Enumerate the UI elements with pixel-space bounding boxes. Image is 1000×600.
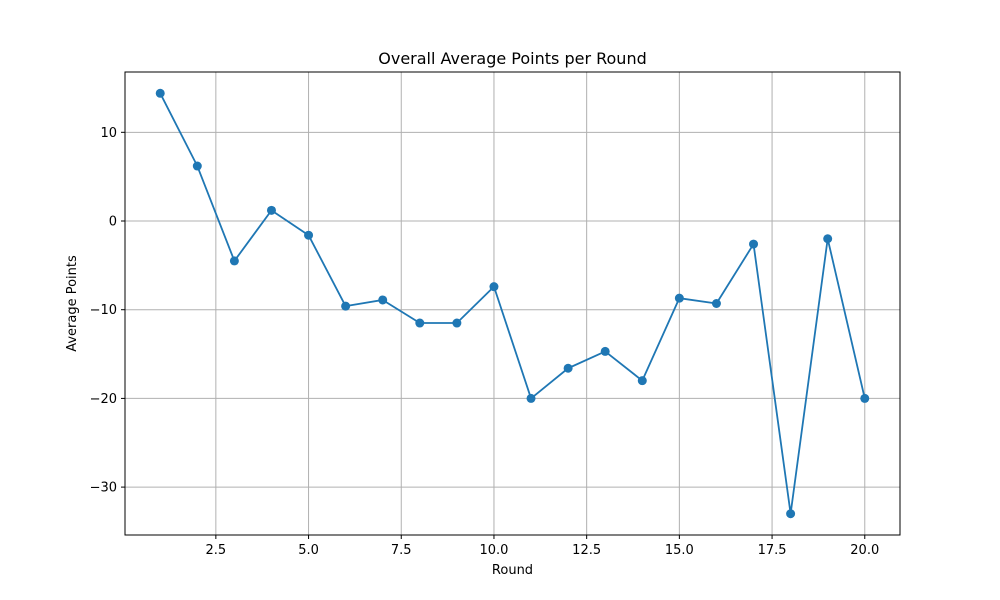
y-axis-title: Average Points [65, 255, 80, 352]
data-point [786, 509, 796, 519]
data-point [489, 282, 499, 292]
y-tick-label: 10 [100, 126, 117, 141]
grid [125, 72, 900, 535]
data-point [526, 393, 536, 403]
y-tick-label: 0 [109, 215, 117, 230]
chart-title: Overall Average Points per Round [378, 49, 647, 68]
x-tick-label: 5.0 [298, 543, 319, 558]
data-point [860, 393, 870, 403]
data-point [637, 376, 647, 386]
x-tick-label: 7.5 [391, 543, 412, 558]
x-axis-title: Round [492, 563, 533, 578]
series-layer [155, 88, 870, 519]
data-point [415, 318, 425, 328]
data-point [378, 295, 388, 305]
data-point [674, 293, 684, 303]
data-point [823, 234, 833, 244]
ticks: 2.5 5.0 7.5 10.0 12.5 15.0 17.5 20.0 −30 −20 −10 0 1… [90, 126, 880, 558]
x-tick-label: 10.0 [479, 543, 508, 558]
x-tick-label: 12.5 [572, 543, 601, 558]
x-tick-label: 2.5 [206, 543, 227, 558]
plot-frame [124, 71, 901, 536]
data-point [304, 230, 314, 240]
x-tick-label: 17.5 [758, 543, 787, 558]
data-point [563, 363, 573, 373]
data-point [229, 256, 239, 266]
data-point [711, 299, 721, 308]
data-point [192, 161, 202, 171]
data-point [266, 205, 276, 215]
x-tick-label: 20.0 [850, 543, 879, 558]
y-tick-label: −30 [90, 481, 117, 496]
data-point [600, 346, 610, 356]
x-tick-label: 15.0 [665, 543, 694, 558]
y-tick-label: −10 [90, 303, 117, 318]
data-point [749, 239, 759, 249]
data-point [341, 301, 351, 311]
series-line [159, 92, 866, 515]
data-point [155, 88, 165, 98]
data-point [452, 318, 462, 328]
y-tick-label: −20 [90, 392, 117, 407]
